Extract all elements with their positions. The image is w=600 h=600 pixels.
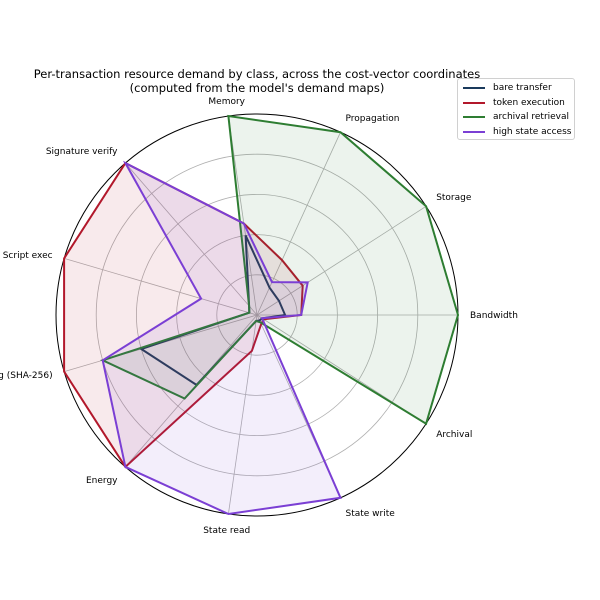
- axis-label-2: Propagation: [346, 114, 400, 124]
- legend-item: archival retrieval: [463, 110, 569, 125]
- spoke-5: [64, 257, 258, 316]
- axis-label-8: State read: [203, 526, 250, 536]
- axis-label-6: Hashing (SHA-256): [0, 371, 53, 381]
- axis-label-0: Bandwidth: [470, 311, 518, 321]
- legend-label: bare transfer: [493, 83, 552, 94]
- axis-label-5: Script exec: [3, 251, 53, 261]
- spoke-2: [256, 131, 341, 316]
- spoke-4: [125, 162, 258, 316]
- legend-swatch: [463, 116, 485, 119]
- chart-title: Per-transaction resource demand by class…: [33, 67, 481, 81]
- chart-subtitle: (computed from the model's demand maps): [129, 81, 385, 95]
- legend-swatch: [463, 101, 485, 104]
- legend: bare transfer token execution archival ret…: [457, 78, 575, 140]
- legend-label: high state access: [493, 126, 572, 137]
- legend-swatch: [463, 87, 485, 90]
- legend-label: archival retrieval: [493, 112, 570, 123]
- series-archival-retrieval: [99, 114, 460, 426]
- axis-label-3: Memory: [208, 97, 245, 107]
- legend-item: token execution: [463, 96, 569, 111]
- series-high-state-access: [101, 160, 342, 516]
- axis-label-10: Archival: [436, 430, 472, 440]
- spoke-1: [256, 205, 427, 316]
- legend-item: bare transfer: [463, 81, 569, 96]
- legend-label: token execution: [493, 97, 565, 108]
- series-layer: [63, 114, 460, 516]
- axis-label-7: Energy: [86, 476, 118, 486]
- axis-label-1: Storage: [436, 193, 472, 203]
- legend-item: high state access: [463, 125, 572, 140]
- axis-label-9: State write: [346, 509, 396, 519]
- legend-swatch: [463, 130, 485, 133]
- spoke-3: [227, 115, 258, 316]
- axis-label-4: Signature verify: [46, 147, 118, 157]
- label-layer: Bandwidth Storage Propagation Memory Signatu…: [0, 97, 518, 536]
